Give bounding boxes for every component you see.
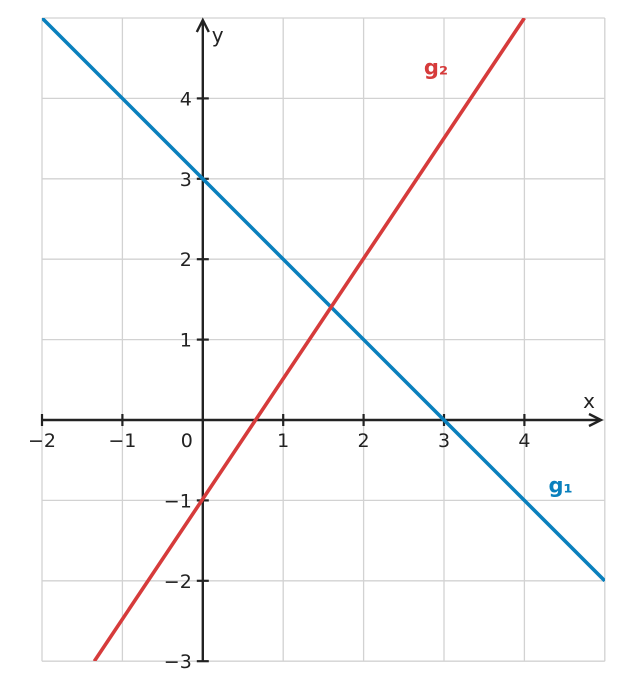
series-line-1	[42, 18, 605, 583]
axes	[40, 17, 604, 663]
x-tick-label: 3	[438, 430, 450, 452]
x-axis-arrow	[588, 412, 604, 428]
y-tick-label: 3	[180, 169, 192, 191]
y-tick-label: 4	[180, 88, 192, 110]
y-axis-arrow	[195, 17, 210, 33]
y-tick-label: −3	[164, 651, 192, 673]
x-tick-label: 0	[181, 430, 193, 452]
grid-lines	[41, 17, 606, 662]
labels: −2 −1 0 1 2 3 4 −3 −2 −1 1 2 3 4 x y g₁ g₂	[28, 23, 595, 673]
series-line-2	[92, 18, 526, 661]
x-tick-label: −1	[108, 430, 136, 452]
x-tick-label: 4	[518, 430, 530, 452]
x-tick-label: 2	[358, 430, 370, 452]
series-label-1: g₁	[548, 473, 572, 497]
x-axis-title: x	[583, 389, 595, 413]
y-tick-label: −1	[164, 490, 192, 512]
y-tick-label: 1	[180, 330, 192, 352]
x-tick-label: −2	[28, 430, 56, 452]
x-tick-label: 1	[277, 430, 289, 452]
series-lines	[42, 18, 605, 661]
y-axis-title: y	[212, 23, 224, 47]
y-tick-label: −2	[164, 571, 192, 593]
series-label-2: g₂	[424, 55, 448, 79]
y-tick-label: 2	[180, 249, 192, 271]
